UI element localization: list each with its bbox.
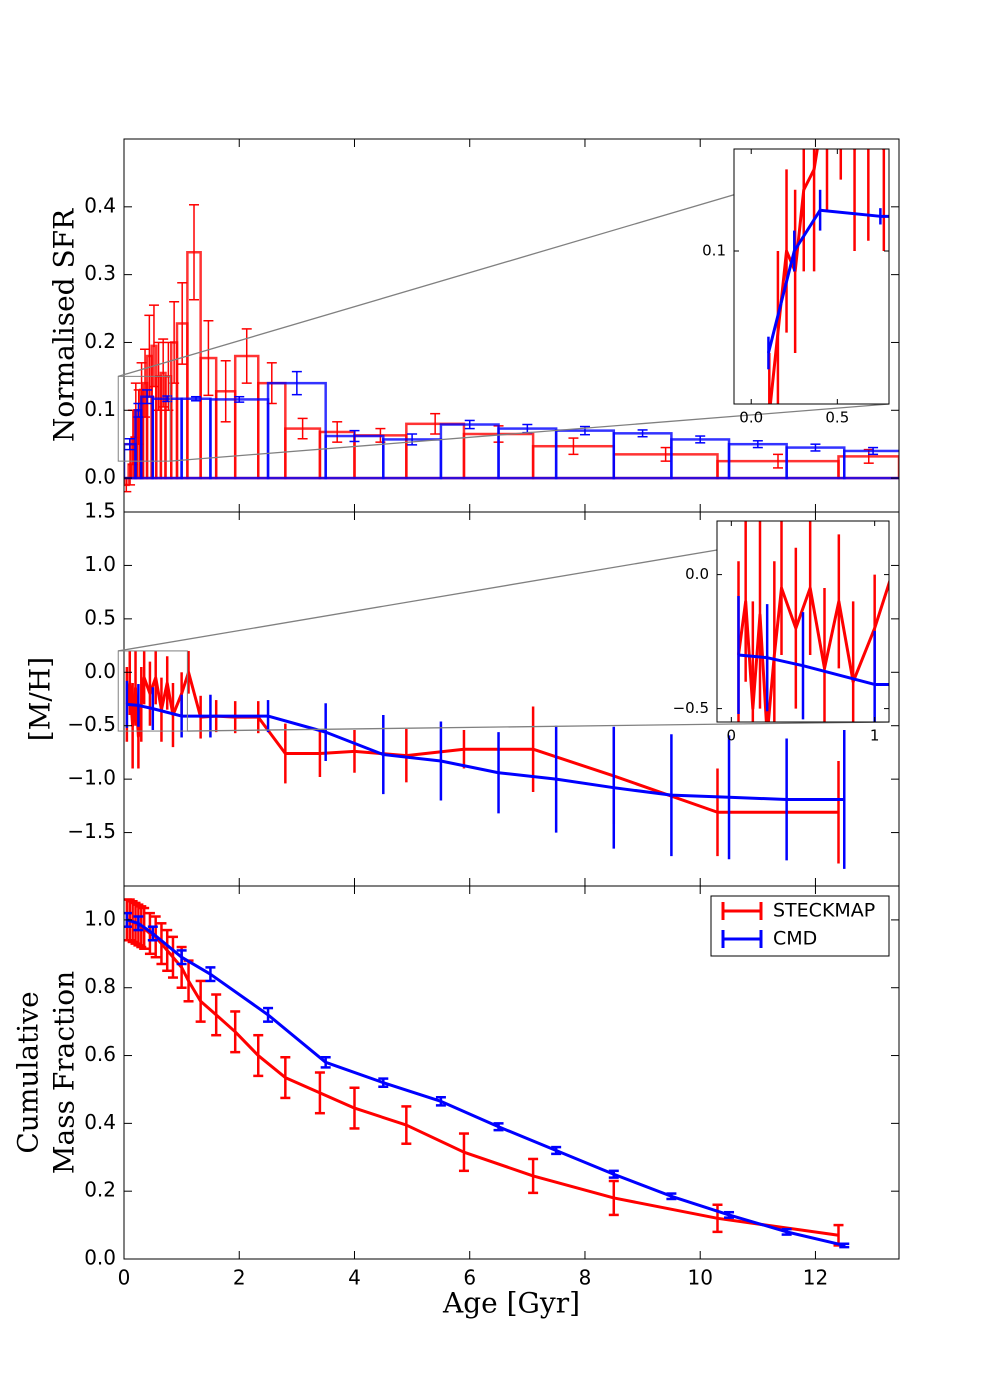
y-tick-label: 0.5 — [84, 605, 116, 629]
series-line — [126, 918, 845, 1247]
plot-area — [766, 149, 889, 404]
y-tick-label: 0.8 — [84, 974, 116, 998]
y-tick-label: 0.2 — [84, 329, 116, 353]
x-axis-label: Age [Gyr] — [442, 1287, 580, 1320]
y-axis-label: Cumulative — [12, 991, 45, 1153]
series-line — [126, 918, 839, 1237]
hist-bar — [180, 397, 212, 480]
hist-bar — [497, 427, 558, 480]
zoom-box — [117, 650, 188, 732]
y-tick-label: −1.5 — [67, 819, 116, 843]
hist-bar — [439, 423, 500, 480]
hist-bar — [554, 429, 616, 480]
hist-bar — [612, 432, 673, 480]
series-line — [126, 702, 845, 801]
y-tick-label: 1.5 — [84, 499, 116, 523]
x-tick-label: 0.0 — [739, 409, 763, 427]
series-line — [738, 653, 889, 686]
x-tick-label: 0 — [727, 727, 737, 745]
x-tick-label: 6 — [463, 1266, 476, 1290]
y-tick-label: 0.0 — [84, 659, 116, 683]
x-tick-label: 2 — [233, 1266, 246, 1290]
y-tick-label: 0.3 — [84, 261, 116, 285]
y-tick-label: −0.5 — [673, 699, 709, 717]
y-tick-label: 1.0 — [84, 552, 116, 576]
series-line — [768, 149, 886, 404]
y-tick-label: 0.0 — [685, 565, 709, 583]
inset-bg — [734, 149, 889, 404]
plot-area — [124, 898, 850, 1249]
hist-bar — [670, 438, 731, 480]
y-axis-label: Normalised SFR — [48, 208, 81, 442]
series-line — [766, 208, 889, 354]
y-tick-label: 0.1 — [84, 397, 116, 421]
hist-bar — [785, 446, 846, 480]
x-tick-label: 4 — [348, 1266, 361, 1290]
y-tick-label: 1.0 — [84, 906, 116, 930]
zoom-line — [170, 403, 890, 462]
y-axis-label: Mass Fraction — [48, 971, 81, 1174]
hist-bar — [266, 381, 327, 480]
y-tick-label: 0.2 — [84, 1178, 116, 1202]
y-tick-label: 0.0 — [84, 465, 116, 489]
y-tick-label: 0.1 — [702, 242, 726, 260]
frame — [733, 148, 890, 405]
legend-label: CMD — [773, 928, 817, 950]
series-line — [737, 578, 889, 722]
legend-box — [710, 895, 890, 957]
x-tick-label: 8 — [579, 1266, 592, 1290]
x-tick-label: 12 — [803, 1266, 828, 1290]
legend-label: STECKMAP — [773, 900, 875, 922]
zoom-line — [187, 721, 890, 732]
y-tick-label: 0.4 — [84, 193, 116, 217]
x-tick-label: 0 — [118, 1266, 131, 1290]
x-tick-label: 10 — [687, 1266, 712, 1290]
plot-area — [125, 650, 846, 869]
x-tick-label: 1 — [870, 727, 880, 745]
frame — [716, 520, 890, 723]
y-tick-label: −0.5 — [67, 712, 116, 736]
y-axis-label: [M/H] — [24, 657, 57, 741]
x-tick-label: 0.5 — [825, 409, 849, 427]
y-tick-label: 0.4 — [84, 1110, 116, 1134]
y-tick-label: 0.0 — [84, 1246, 116, 1270]
plot-area — [737, 521, 889, 722]
frame — [123, 885, 900, 1260]
y-tick-label: 0.6 — [84, 1042, 116, 1066]
zoom-box — [117, 375, 171, 462]
y-tick-label: −1.0 — [67, 766, 116, 790]
